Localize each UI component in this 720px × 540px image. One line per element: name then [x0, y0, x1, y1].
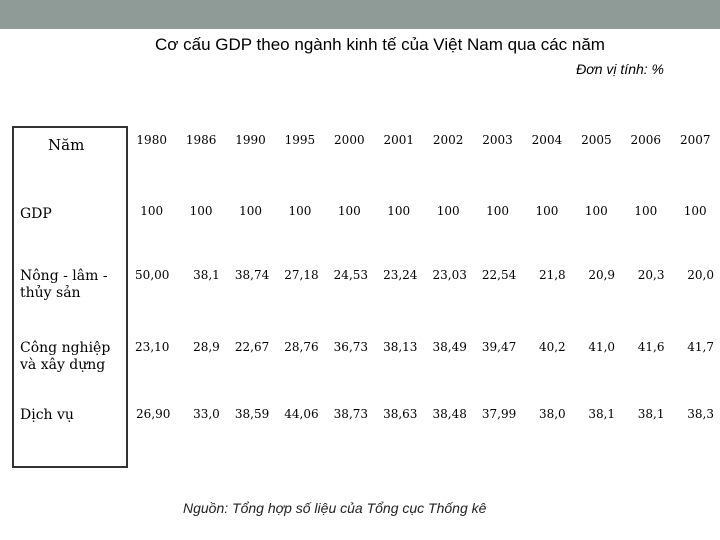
top-bar	[0, 0, 720, 29]
row-label: GDP	[12, 196, 128, 257]
year-header: 2006	[630, 133, 662, 147]
row-label: Công nghiệp và xây dựng	[12, 327, 128, 400]
table-cell: 23,10	[135, 339, 170, 354]
table-cell: 38,1	[588, 407, 616, 422]
header-row: Năm 1980 1986 1990 1995 2000 2001 2002 2003 2004 2…	[12, 126, 720, 196]
table-cell: 38,3	[687, 407, 714, 422]
table-cell: 38,73	[333, 407, 369, 422]
header-label: Năm	[12, 126, 128, 196]
table-cell: 36,73	[333, 339, 369, 354]
row-label: Nông - lâm - thủy sản	[12, 256, 128, 328]
page-title: Cơ cấu GDP theo ngành kinh tế của Việt N…	[155, 35, 605, 54]
table-cell: 41,7	[687, 339, 714, 354]
table-cell: 100	[288, 204, 312, 218]
table-cell: 100	[584, 204, 608, 218]
year-header: 2002	[432, 133, 464, 147]
table-cell: 38,63	[383, 407, 418, 422]
table-row: Dịch vụ 26,90 33,0 38,59 44,06 38,73 38,63 38,4…	[12, 399, 720, 468]
table-cell: 38,1	[637, 407, 665, 422]
table-cell: 38,1	[193, 268, 220, 283]
table-cell: 50,00	[135, 268, 170, 283]
table-cell: 20,3	[637, 268, 665, 283]
table-cell: 23,03	[432, 268, 467, 283]
table-cell: 28,76	[284, 339, 319, 354]
gdp-table: Năm 1980 1986 1990 1995 2000 2001 2002 2003 2004 2…	[12, 126, 720, 468]
year-header: 2001	[383, 133, 414, 147]
table-cell: 100	[634, 204, 658, 218]
table-cell: 27,18	[284, 268, 319, 283]
year-header: 1995	[284, 133, 316, 147]
table-cell: 100	[436, 204, 460, 218]
table-cell: 38,0	[538, 407, 566, 422]
table-cell: 100	[387, 204, 411, 218]
table-cell: 100	[239, 204, 262, 218]
table-cell: 100	[337, 204, 361, 218]
table-cell: 40,2	[538, 339, 566, 354]
year-header: 2000	[334, 133, 365, 147]
table-cell: 22,67	[234, 339, 270, 354]
table-cell: 39,47	[481, 339, 517, 354]
table-cell: 23,24	[383, 268, 418, 283]
table-cell: 100	[140, 204, 164, 218]
year-header: 2007	[679, 133, 711, 147]
table-cell: 41,0	[588, 339, 616, 354]
table-cell: 22,54	[481, 268, 517, 283]
table-cell: 28,9	[193, 339, 220, 354]
unit-label: Đơn vị tính: %	[576, 61, 664, 77]
table-row: GDP 100 100 100 100 100 100 100 100 100 100 100 100	[12, 196, 720, 257]
year-header: 2004	[531, 133, 563, 147]
year-header: 1980	[136, 133, 167, 147]
table-cell: 38,48	[432, 407, 467, 422]
table-cell: 44,06	[284, 407, 319, 422]
table-row: Nông - lâm - thủy sản 50,00 38,1 38,74 27,18…	[12, 256, 720, 328]
year-header: 1990	[235, 133, 266, 147]
table-cell: 38,13	[383, 339, 418, 354]
table-cell: 24,53	[333, 268, 369, 283]
table-cell: 33,0	[193, 407, 220, 422]
table-row: Công nghiệp và xây dựng 23,10 28,9 22,67 28,…	[12, 327, 720, 400]
table-cell: 37,99	[481, 407, 517, 422]
table-cell: 100	[683, 204, 707, 218]
table-cell: 100	[486, 204, 509, 218]
year-header: 1986	[185, 133, 217, 147]
table-cell: 38,74	[234, 268, 270, 283]
table-cell: 41,6	[637, 339, 665, 354]
row-label: Dịch vụ	[12, 399, 128, 468]
table-cell: 20,0	[687, 268, 714, 283]
year-header: 2005	[581, 133, 612, 147]
table-cell: 38,59	[234, 407, 270, 422]
table-cell: 21,8	[538, 268, 566, 283]
year-header: 2003	[482, 133, 513, 147]
source-note: Nguồn: Tổng hợp số liệu của Tổng cục Thố…	[183, 500, 487, 516]
table-cell: 100	[189, 204, 213, 218]
table-cell: 26,90	[136, 407, 171, 422]
table-cell: 20,9	[588, 268, 616, 283]
table-cell: 100	[535, 204, 559, 218]
table-cell: 38,49	[432, 339, 467, 354]
